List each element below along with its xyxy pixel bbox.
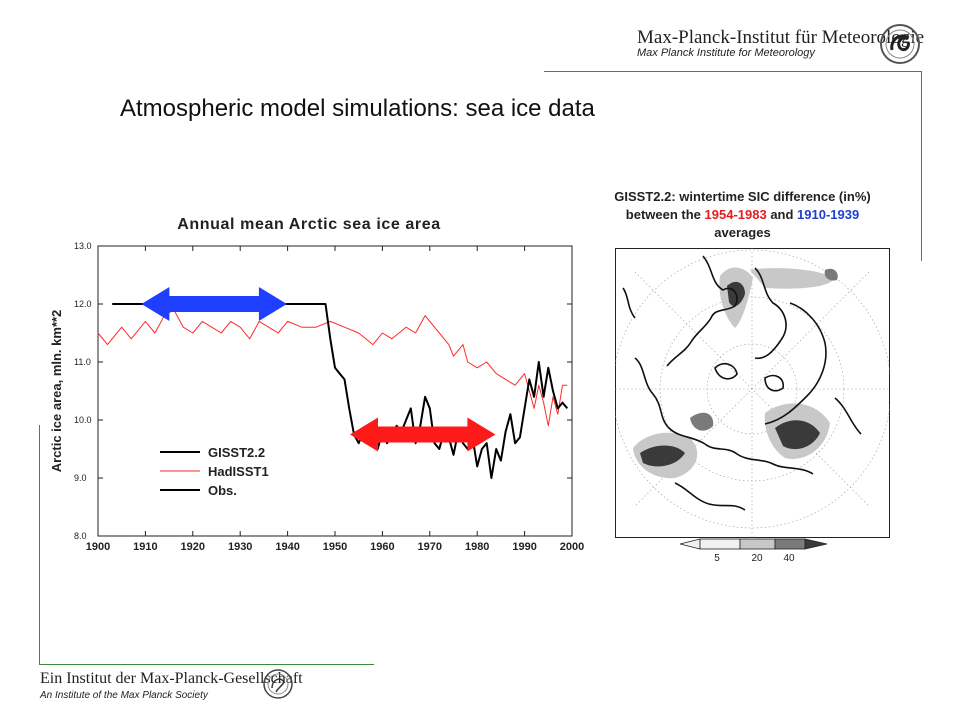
blue-double-arrow <box>141 287 287 321</box>
colorbar-tick: 20 <box>751 553 763 562</box>
colorbar-level-3 <box>774 538 806 550</box>
y-tick-label: 13.0 <box>74 241 92 251</box>
minerva-seal-icon <box>263 669 293 699</box>
frame-left-line <box>39 425 40 665</box>
mpi-meteorology-logo-icon <box>880 24 920 64</box>
shade-okhotsk-dark <box>640 445 685 467</box>
arctic-sic-difference-map <box>615 248 890 538</box>
legend-label: Obs. <box>208 483 237 498</box>
shade-labrador-dark <box>775 420 820 450</box>
institute-name: Max-Planck-Institut für Meteorologie <box>637 27 925 48</box>
frame-top-line <box>544 71 922 72</box>
colorbar-level-2 <box>739 538 776 550</box>
series-line-hadisst1 <box>97 309 568 427</box>
y-axis-label: Arctic ice area, mln. km**2 <box>49 310 64 473</box>
x-tick-label: 1970 <box>418 541 442 553</box>
map-caption-text: and <box>766 207 798 222</box>
x-tick-label: 1950 <box>323 541 347 553</box>
y-tick-label: 10.0 <box>74 415 92 425</box>
x-tick-label: 1930 <box>228 541 252 553</box>
map-frame <box>615 248 890 538</box>
x-tick-label: 1940 <box>275 541 299 553</box>
frame-bottom-line <box>39 664 374 665</box>
coastlines <box>622 255 862 511</box>
x-tick-label: 2000 <box>560 541 584 553</box>
society-name-english: An Institute of the Max Planck Society <box>40 690 208 701</box>
chart-title: Annual mean Arctic sea ice area <box>177 216 441 233</box>
y-tick-label: 11.0 <box>74 357 91 367</box>
colorbar-level-1 <box>699 538 741 550</box>
society-name: Ein Institut der Max-Planck-Gesellschaft <box>40 670 303 687</box>
y-tick-label: 8.0 <box>74 531 87 541</box>
shade-greenland-sea-dark <box>824 268 838 281</box>
slide-title: Atmospheric model simulations: sea ice d… <box>120 95 595 122</box>
x-tick-label: 1920 <box>181 541 205 553</box>
colorbar-tick: 40 <box>783 553 795 562</box>
colorbar-tick: 5 <box>714 553 720 562</box>
map-caption-text: 1954-1983 <box>704 207 767 222</box>
map-caption-line: GISST2.2: wintertime SIC difference (in%… <box>575 188 910 206</box>
frame-right-line <box>921 71 922 261</box>
map-caption-text: 1910-1939 <box>797 207 860 222</box>
colorbar-high-end <box>804 538 828 550</box>
plot-area <box>97 245 573 537</box>
shade-greenland-sea <box>750 268 835 289</box>
x-tick-label: 1980 <box>465 541 489 553</box>
institute-name-english: Max Planck Institute for Meteorology <box>637 47 815 59</box>
x-tick-label: 1910 <box>133 541 157 553</box>
legend-label: HadISST1 <box>208 464 269 479</box>
map-caption-text: GISST2.2: wintertime SIC difference (in%… <box>614 189 871 204</box>
red-double-arrow <box>350 417 496 452</box>
line-chart: 1900 1910 1920 1930 1940 1950 1960 1970 1980 1990… <box>49 241 584 553</box>
map-caption: GISST2.2: wintertime SIC difference (in%… <box>575 188 910 242</box>
x-tick-label: 1990 <box>512 541 536 553</box>
y-tick-label: 9.0 <box>74 473 87 483</box>
map-caption-line: averages <box>575 224 910 242</box>
map-graticule <box>615 248 890 538</box>
shade-bering <box>690 412 714 431</box>
y-tick-label: 12.0 <box>74 299 92 309</box>
x-tick-label: 1900 <box>86 541 110 553</box>
map-caption-line: between the 1954-1983 and 1910-1939 <box>575 206 910 224</box>
map-caption-text: averages <box>714 225 771 240</box>
colorbar-low-end <box>679 538 701 550</box>
legend-label: GISST2.2 <box>208 445 265 460</box>
map-colorbar: 5 20 40 <box>679 538 828 562</box>
x-tick-label: 1960 <box>370 541 394 553</box>
map-caption-text: between the <box>625 207 705 222</box>
